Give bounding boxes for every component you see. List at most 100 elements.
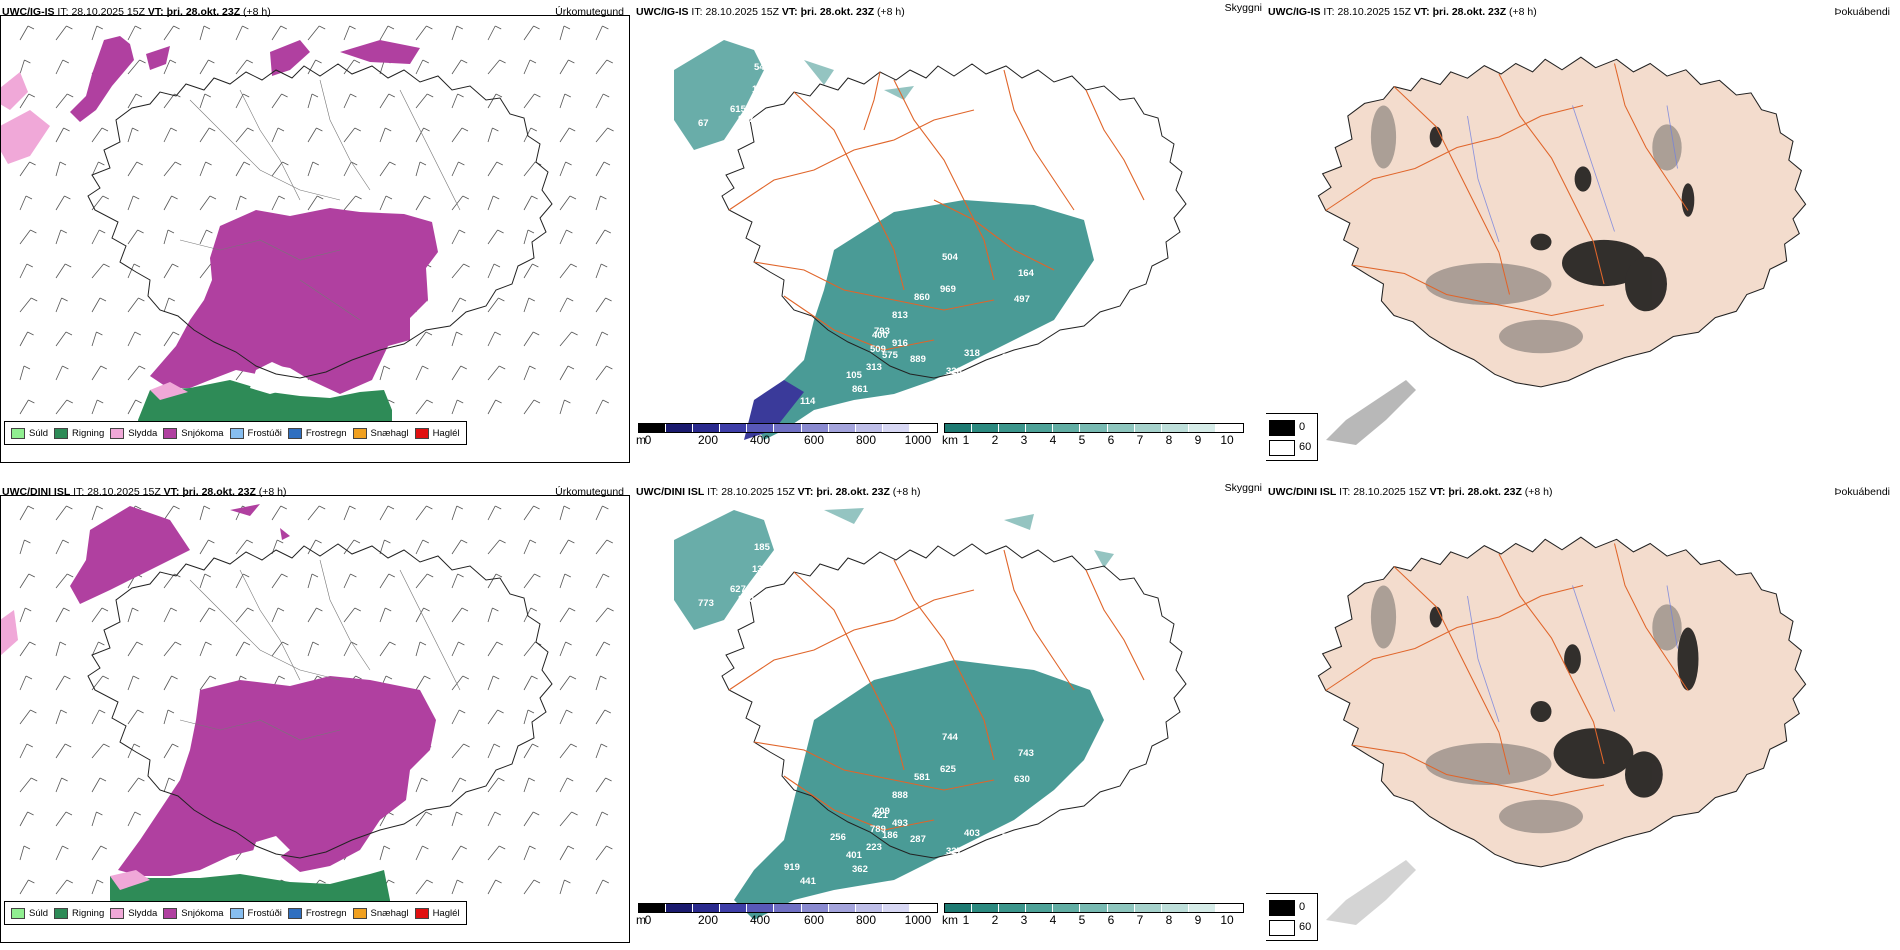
wind-barb [451,297,467,313]
ceiling-label: 581 [914,772,931,783]
legend-item-sleet: Slydda [110,427,157,439]
ceiling-label: 888 [892,790,908,801]
ceiling-label: 164 [1018,268,1035,279]
wind-barb [559,811,578,827]
wind-barb [523,505,540,521]
wind-barb [271,25,287,41]
wind-barb [19,607,32,623]
wind-barb [595,25,609,41]
wind-barb [19,365,31,381]
wind-barb [487,743,501,759]
wind-barb [271,127,285,143]
wind-barb [487,879,502,895]
precip-type-panel-bottom: UWC/DINI ISL IT: 28.10.2025 15Z VT: þri.… [0,480,632,945]
ceiling-label: 744 [942,732,959,743]
wind-barb [595,811,609,827]
wind-barb [559,263,577,279]
ceiling-label: 773 [698,598,714,609]
wind-barb [487,675,500,691]
wind-barb [451,607,469,623]
ceiling-label: 240 [738,594,754,605]
wind-barb [307,505,326,521]
wind-barb [595,505,609,521]
wind-barb [379,93,395,109]
wind-barb [55,229,67,245]
wind-barb [379,539,391,555]
wind-barb [91,641,105,657]
wind-barb [19,263,33,279]
legend-item-freezing-drizzle: Frostúði [229,427,282,439]
fog-legend: 0 60 [1266,893,1318,941]
wind-barb [487,93,503,109]
ceiling-label: 843 [986,840,1002,851]
wind-barb [163,331,180,347]
legend-swatch [11,427,25,439]
wind-barb [595,263,608,279]
wind-barb [595,573,610,589]
wind-barb [487,709,504,725]
wind-barb [91,811,103,827]
ceiling-label: 813 [892,310,908,321]
wind-barb [55,127,70,143]
ceiling-label: 497 [1014,294,1030,305]
wind-barb [379,641,396,657]
ceiling-label: 135 [752,564,769,575]
wind-barb [595,365,613,381]
wind-barb [415,59,429,75]
wind-barb [415,845,429,861]
wind-barb [343,505,356,521]
wind-barb [415,365,429,381]
legend-item-hail: Haglél [414,427,460,439]
wind-barb [55,573,74,589]
wind-barb [235,25,249,41]
panel-type-label: Skyggni [1224,2,1262,14]
wind-barb [19,229,37,245]
wind-barb [595,879,609,895]
wind-barb [55,195,71,211]
wind-barb [127,399,142,415]
ceiling-label: 919 [784,862,800,873]
wind-barb [415,161,427,177]
wind-barb [19,399,35,415]
wind-barb [523,879,541,895]
precip-map [0,504,614,924]
wind-barb [199,607,216,623]
ceiling-label: 327 [946,846,962,857]
wind-barb [487,161,503,177]
wind-barb [163,263,179,279]
precip-legend: Súld Rigning Slydda Snjókoma Frostúði Fr… [4,421,467,445]
wind-barb [559,777,574,793]
wind-barb [91,709,106,725]
ceiling-label: 105 [846,370,863,381]
wind-barb [559,505,571,521]
wind-barb [55,845,69,861]
ceiling-label: 969 [940,284,956,295]
ceiling-label: 403 [964,828,980,839]
wind-barb [19,743,33,759]
wind-barb [523,399,541,415]
wind-barb [19,331,34,347]
wind-barb [19,845,31,861]
wind-barb [523,59,537,75]
wind-barb [451,641,465,657]
ceiling-label: 287 [910,834,926,845]
wind-barb [523,845,536,861]
wind-barb [415,641,427,657]
wind-barb [487,539,506,555]
precip-map [0,25,614,440]
wind-barb [523,777,535,793]
wind-barb [559,641,572,657]
wind-barb [487,229,504,245]
fog-panel-bottom: UWC/DINI ISL IT: 28.10.2025 15Z VT: þri.… [1266,480,1898,945]
wind-barb [127,93,143,109]
wind-barb [163,229,175,245]
fog-panel-top: UWC/IG-IS IT: 28.10.2025 15Z VT: þri. 28… [1266,0,1898,465]
wind-barb [379,845,391,861]
wind-barb [55,539,69,555]
wind-barb [595,195,607,211]
ceiling-label: 509 [870,344,886,355]
wind-barb [379,161,396,177]
legend-item-freezing-rain: Frostregn [287,427,347,439]
ceiling-label: 400 [872,330,888,341]
wind-barb [343,59,361,75]
